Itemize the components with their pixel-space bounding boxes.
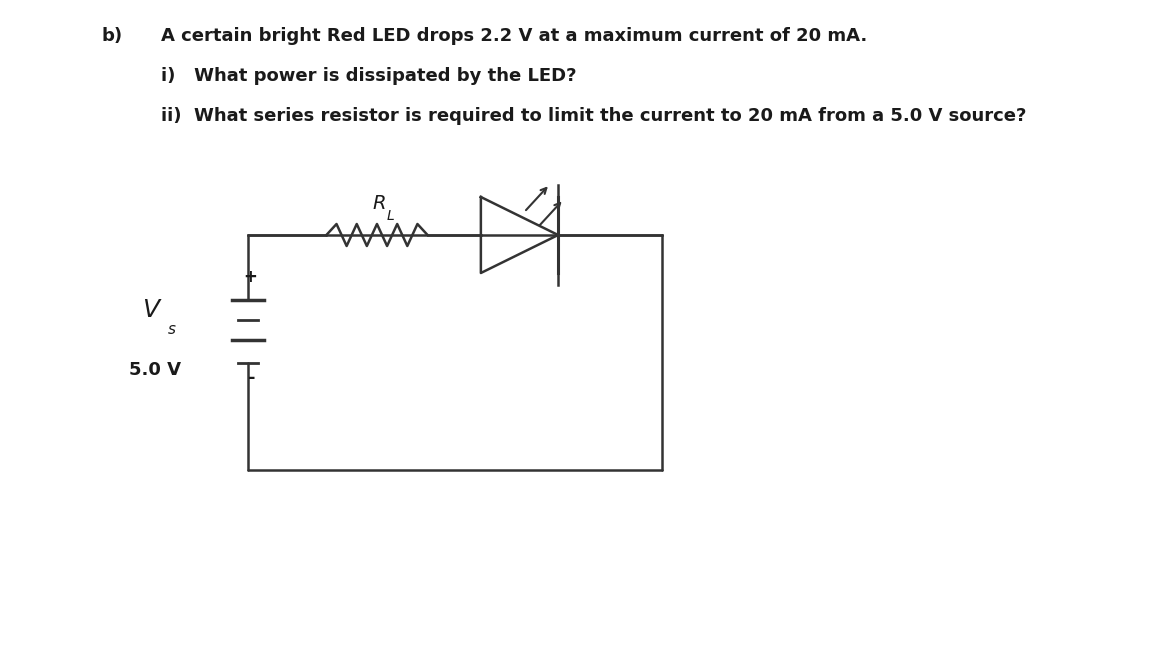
Text: b): b) bbox=[101, 27, 122, 45]
Text: -: - bbox=[248, 369, 256, 387]
Text: s: s bbox=[167, 322, 175, 337]
Text: V: V bbox=[143, 298, 159, 322]
Text: L: L bbox=[387, 209, 394, 223]
Text: A certain bright Red LED drops 2.2 V at a maximum current of 20 mA.: A certain bright Red LED drops 2.2 V at … bbox=[161, 27, 867, 45]
Text: R: R bbox=[372, 194, 386, 213]
Text: +: + bbox=[243, 268, 257, 286]
Text: 5.0 V: 5.0 V bbox=[129, 361, 180, 379]
Text: ii)  What series resistor is required to limit the current to 20 mA from a 5.0 V: ii) What series resistor is required to … bbox=[161, 107, 1026, 125]
Text: i)   What power is dissipated by the LED?: i) What power is dissipated by the LED? bbox=[161, 67, 577, 85]
